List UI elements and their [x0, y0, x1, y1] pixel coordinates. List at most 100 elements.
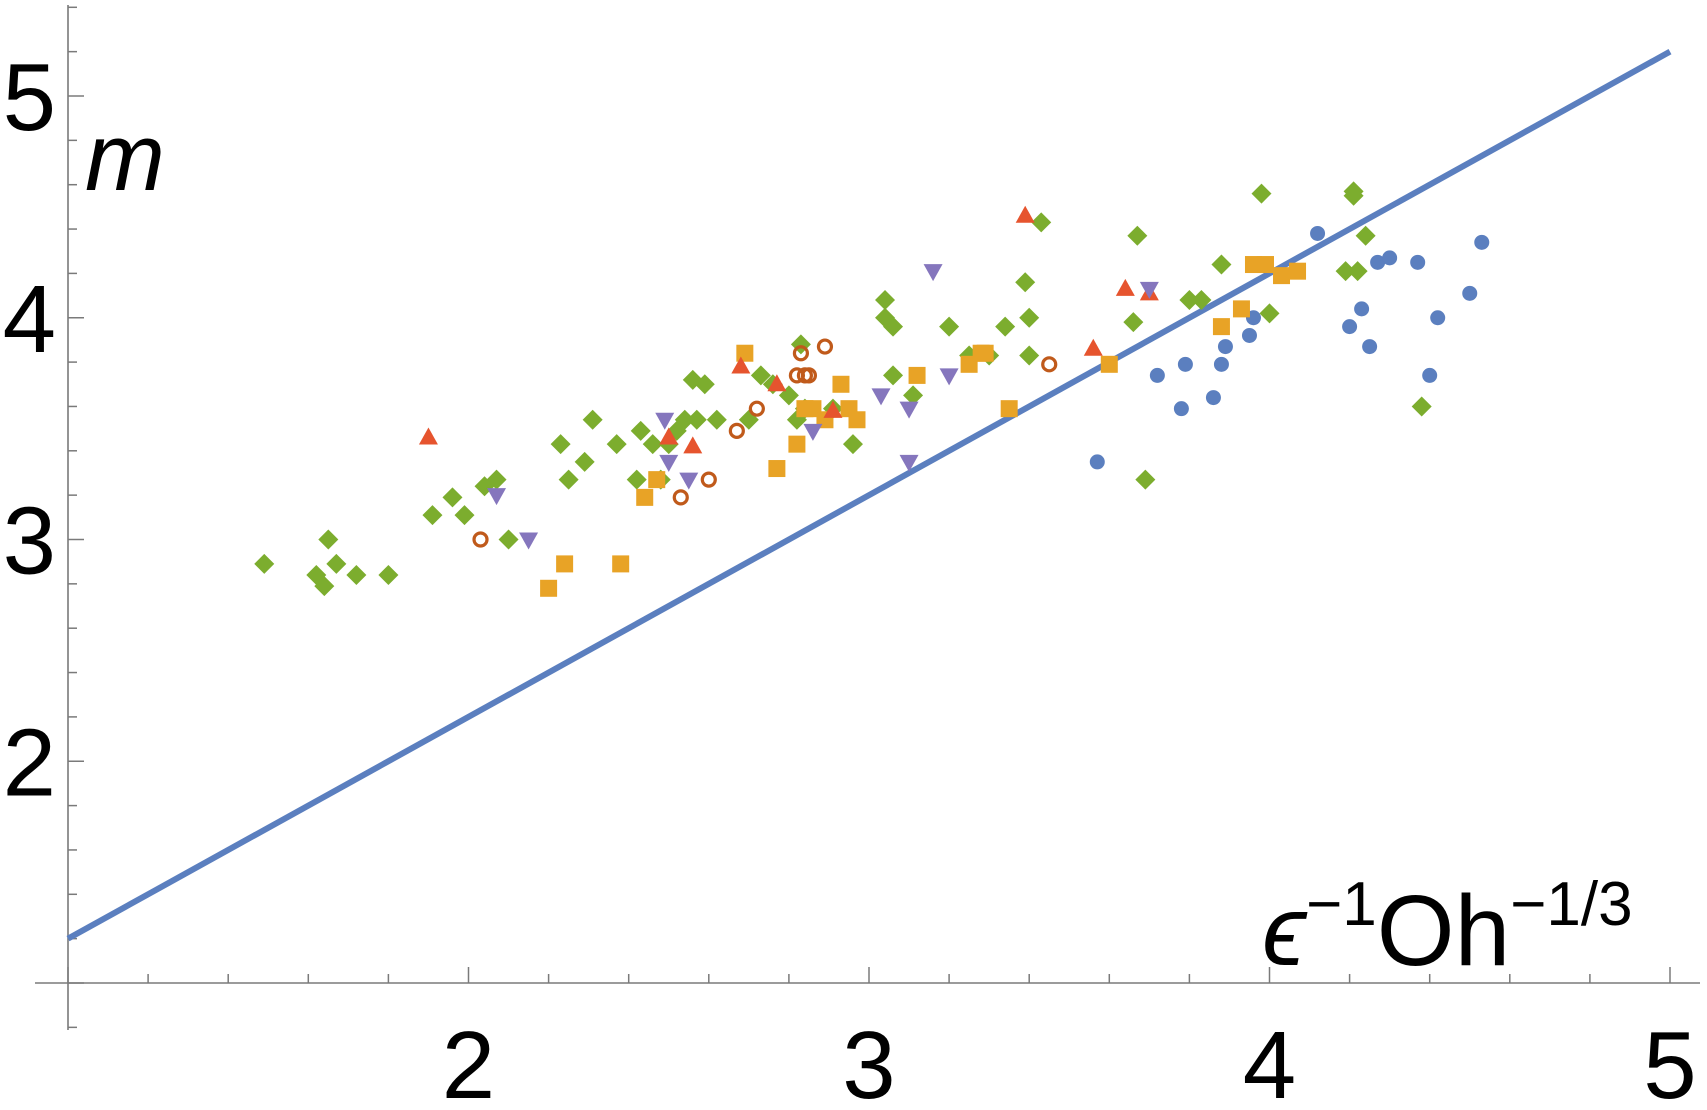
- data-point: [728, 422, 745, 439]
- data-point: [899, 401, 919, 419]
- data-point: [1115, 278, 1135, 296]
- data-points: [254, 181, 1490, 597]
- series-diamond: [254, 181, 1432, 597]
- data-point: [939, 368, 959, 386]
- data-point: [1347, 261, 1368, 282]
- data-point: [731, 356, 751, 374]
- x-axis-label-base: ϵ: [1262, 875, 1308, 987]
- data-point: [903, 385, 924, 406]
- data-point: [550, 434, 571, 455]
- axes: 2 3 4 5 2 3 4 5: [3, 5, 1700, 1110]
- data-point: [1382, 250, 1398, 266]
- data-point: [1041, 356, 1058, 373]
- data-point: [659, 427, 679, 445]
- data-point: [788, 435, 806, 453]
- x-axis-label-tail: Oh: [1377, 875, 1510, 987]
- data-point: [848, 411, 866, 429]
- data-point: [655, 412, 675, 430]
- y-axis-label: m: [85, 104, 165, 211]
- x-tick-label: 2: [442, 1012, 495, 1110]
- data-point: [767, 374, 787, 392]
- data-point: [976, 344, 994, 362]
- y-tick-label: 3: [3, 488, 56, 595]
- data-point: [1342, 319, 1358, 335]
- data-point: [659, 454, 679, 472]
- data-point: [1256, 256, 1274, 274]
- x-axis-label-tail-sup: −1/3: [1510, 870, 1632, 939]
- data-point: [442, 487, 463, 508]
- data-point: [923, 264, 943, 282]
- data-point: [1139, 281, 1159, 299]
- data-point: [1355, 225, 1376, 246]
- data-point: [1031, 212, 1052, 233]
- data-point: [686, 409, 707, 430]
- data-point: [1083, 338, 1103, 356]
- data-point: [768, 460, 786, 478]
- data-point: [1354, 301, 1370, 317]
- series-triangle-up: [418, 205, 1159, 454]
- data-point: [1015, 205, 1035, 223]
- data-point: [626, 469, 647, 490]
- data-point: [939, 316, 960, 337]
- data-point: [606, 434, 627, 455]
- data-point: [472, 531, 489, 548]
- data-point: [706, 409, 727, 430]
- data-point: [519, 532, 539, 550]
- data-point: [750, 365, 771, 386]
- fit-line-layer: [66, 49, 1672, 942]
- data-point: [378, 564, 399, 585]
- x-axis-label: ϵ−1Oh−1/3: [1262, 870, 1633, 987]
- series-square: [540, 256, 1307, 597]
- data-point: [1474, 234, 1490, 250]
- y-tick-label: 2: [3, 709, 56, 816]
- data-point: [908, 366, 926, 384]
- x-tick-label: 5: [1643, 1012, 1696, 1110]
- data-point: [558, 469, 579, 490]
- data-point: [1273, 267, 1291, 285]
- data-point: [1100, 355, 1118, 373]
- y-tick-label: 4: [3, 266, 56, 373]
- data-point: [1370, 254, 1386, 270]
- data-point: [1177, 356, 1193, 372]
- axis-labels: m ϵ−1Oh−1/3: [85, 104, 1633, 987]
- data-point: [326, 553, 347, 574]
- data-point: [832, 375, 850, 393]
- data-point: [1127, 225, 1148, 246]
- series-circle: [1089, 225, 1490, 470]
- data-point: [1241, 327, 1257, 343]
- data-point: [842, 434, 863, 455]
- data-point: [1135, 469, 1156, 490]
- data-point: [736, 344, 754, 362]
- data-point: [1191, 290, 1212, 311]
- data-point: [899, 454, 919, 472]
- data-point: [1411, 396, 1432, 417]
- data-point: [1149, 367, 1165, 383]
- data-point: [1422, 367, 1438, 383]
- data-point: [700, 471, 717, 488]
- data-point: [875, 290, 896, 311]
- data-point: [1430, 310, 1446, 326]
- data-point: [748, 400, 765, 417]
- data-point: [418, 427, 438, 445]
- data-point: [630, 420, 651, 441]
- data-point: [1212, 318, 1230, 336]
- data-point: [498, 529, 519, 550]
- data-point: [1335, 261, 1356, 282]
- data-point: [1410, 254, 1426, 270]
- data-point: [487, 488, 507, 506]
- data-point: [346, 564, 367, 585]
- data-point: [612, 555, 630, 573]
- data-point: [314, 576, 335, 597]
- data-point: [871, 388, 891, 406]
- data-point: [816, 338, 834, 355]
- data-point: [556, 555, 574, 573]
- data-point: [1211, 254, 1232, 275]
- y-tick-label: 5: [3, 44, 56, 151]
- data-point: [1173, 401, 1189, 417]
- data-point: [1015, 272, 1036, 293]
- x-tick-label: 3: [842, 1012, 895, 1110]
- data-point: [672, 489, 689, 506]
- series-open-circle: [472, 338, 1058, 548]
- data-point: [422, 505, 443, 526]
